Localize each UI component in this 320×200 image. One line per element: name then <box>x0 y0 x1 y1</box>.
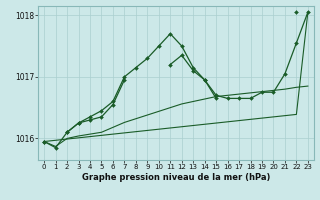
X-axis label: Graphe pression niveau de la mer (hPa): Graphe pression niveau de la mer (hPa) <box>82 173 270 182</box>
